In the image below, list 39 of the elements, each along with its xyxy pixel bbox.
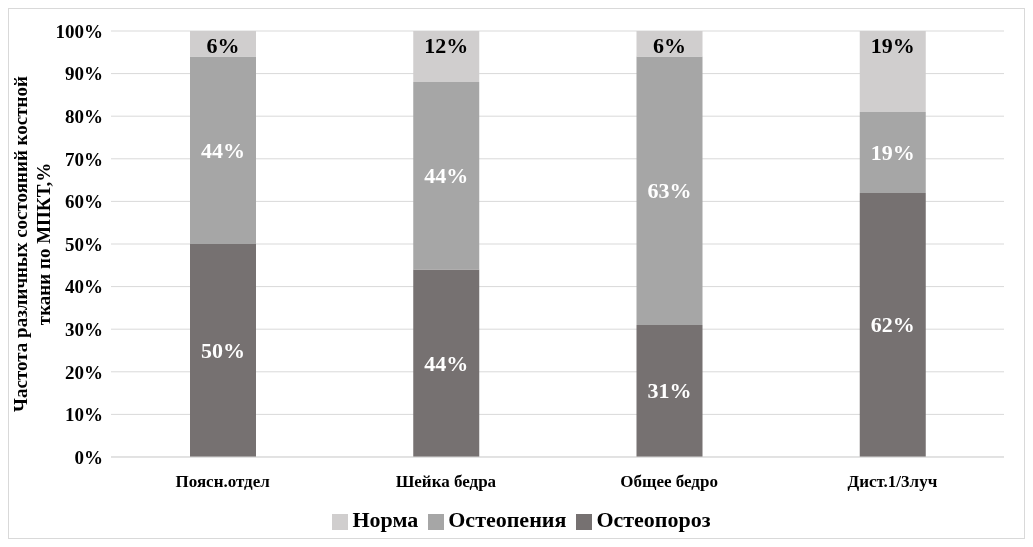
x-tick-label: Дист.1/3луч	[847, 472, 938, 492]
data-label: 62%	[870, 312, 915, 338]
y-tick-label: 20%	[65, 361, 103, 383]
data-label: 31%	[647, 378, 692, 404]
x-tick-label: Шейка бедра	[395, 472, 497, 492]
data-label: 44%	[201, 137, 245, 163]
bar	[859, 192, 926, 457]
y-tick-label: 40%	[65, 276, 103, 298]
data-label: 19%	[870, 32, 915, 58]
y-tick-label: 100%	[55, 20, 103, 42]
bar	[413, 269, 480, 457]
data-label: 44%	[424, 163, 469, 189]
legend-label: Остеопороз	[596, 507, 711, 532]
x-tick-label: Поясн.отдел	[175, 472, 271, 492]
data-label: 6%	[653, 32, 686, 58]
bar	[636, 324, 703, 457]
y-axis-title: Частота различных состояний костной ткани по МПКТ,%	[10, 76, 54, 412]
y-tick-label: 90%	[65, 63, 103, 85]
y-tick-label: 80%	[65, 105, 103, 127]
data-label: 63%	[647, 178, 692, 204]
y-tick-label: 30%	[65, 318, 103, 340]
bar	[859, 111, 926, 193]
bar	[190, 56, 256, 244]
data-label: 12%	[424, 32, 469, 58]
data-label: 19%	[870, 139, 915, 165]
data-label: 50%	[201, 338, 245, 363]
bar	[636, 56, 703, 325]
y-tick-label: 60%	[65, 191, 103, 213]
bar	[413, 82, 480, 270]
x-tick-label: Общее бедро	[620, 472, 718, 492]
y-tick-label: 70%	[65, 148, 103, 170]
legend-label: Норма	[352, 507, 419, 532]
y-tick-label: 0%	[74, 446, 103, 468]
data-label: 6%	[206, 32, 240, 58]
y-tick-label: 50%	[65, 233, 103, 255]
legend-label: Остеопения	[448, 507, 567, 532]
data-label: 44%	[424, 350, 469, 376]
bar	[190, 244, 256, 457]
y-tick-label: 10%	[65, 404, 103, 426]
